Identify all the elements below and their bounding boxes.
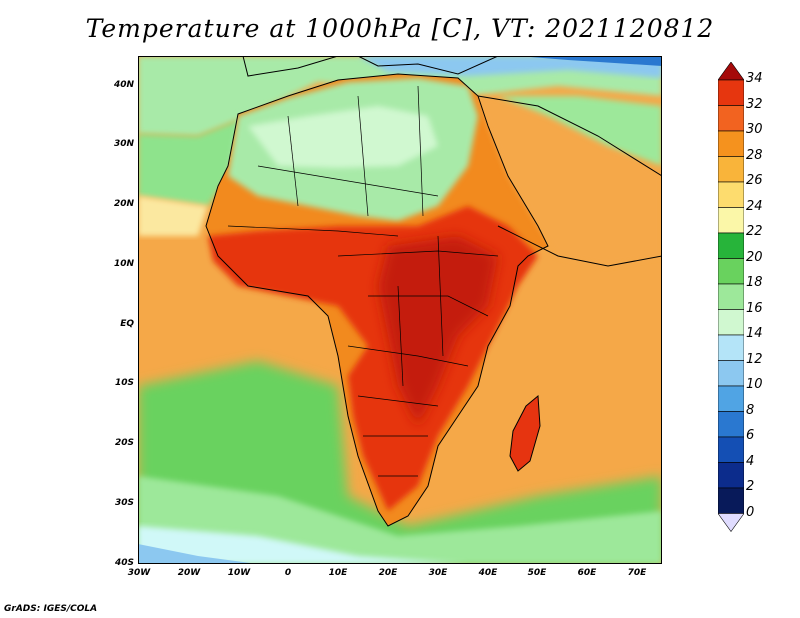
lon-label: 50E: [527, 568, 547, 578]
colorbar-label: 16: [746, 300, 763, 316]
lat-label: 20N: [113, 199, 134, 209]
colorbar-label: 26: [746, 173, 763, 188]
colorbar-segment: [718, 130, 744, 157]
colorbar-top-arrow: [718, 62, 744, 81]
lat-label: 30S: [114, 498, 134, 508]
colorbar-segment: [718, 436, 744, 463]
colorbar-segment: [718, 181, 744, 208]
colorbar-label: 10: [746, 377, 763, 392]
map-frame: [138, 56, 662, 564]
madagascar-coastline: [509, 394, 541, 472]
arabia-coastline: [477, 95, 662, 177]
arabia-south-coast: [497, 225, 662, 267]
colorbar: [718, 62, 744, 533]
colorbar-segment: [718, 360, 744, 387]
colorbar-label: 32: [746, 96, 763, 112]
sahara-coolest: [248, 106, 438, 168]
colorbar-segment: [718, 462, 744, 489]
temperature-map: [138, 56, 662, 564]
colorbar-label: 30: [746, 122, 763, 137]
lat-label: 40N: [113, 80, 134, 90]
lat-label: 20S: [114, 438, 134, 448]
colorbar-segment: [718, 334, 744, 361]
map-canvas: [138, 56, 662, 564]
colorbar-label: 12: [746, 351, 763, 367]
arabia-warm: [478, 96, 662, 266]
colorbar-segment: [718, 411, 744, 438]
lon-label: 20E: [378, 568, 398, 578]
lon-label: 40E: [478, 568, 498, 578]
far-north-cold: [518, 56, 662, 66]
colorbar-label: 28: [746, 147, 763, 163]
colorbar-label: 0: [746, 504, 755, 520]
south-ocean-coldest: [138, 544, 258, 564]
credit-text: GrADS: IGES/COLA: [4, 604, 98, 614]
lon-label: 30W: [127, 568, 151, 578]
colorbar-segment: [718, 232, 744, 259]
colorbar-bottom-arrow: [718, 513, 744, 533]
colorbar-segment: [718, 283, 744, 310]
south-ocean-cold: [138, 526, 468, 564]
colorbar-label: 20: [746, 249, 763, 265]
lon-label: 10W: [227, 568, 251, 578]
colorbar-segment: [718, 258, 744, 285]
colorbar-label: 6: [746, 428, 755, 443]
lat-label: 30N: [113, 139, 134, 149]
lon-label: 0: [284, 568, 292, 578]
mediterranean-north-coast: [357, 56, 499, 75]
colorbar-segment: [718, 385, 744, 412]
europe-coastline: [242, 56, 339, 77]
colorbar-segment: [718, 487, 744, 514]
colorbar-segment: [718, 207, 744, 234]
lat-label: 10S: [114, 378, 134, 388]
lon-label: 60E: [577, 568, 597, 578]
country-borders: [227, 85, 499, 477]
middle-east-green: [498, 96, 662, 166]
colorbar-label: 22: [746, 224, 763, 239]
north-cool-band: [138, 56, 662, 136]
colorbar-segment: [718, 79, 744, 106]
hottest-zone: [378, 236, 498, 426]
africa-coastline: [205, 73, 549, 527]
colorbar-label: 34: [746, 71, 763, 86]
colorbar-segment: [718, 105, 744, 132]
lat-label: 10N: [113, 259, 134, 269]
lon-label: 20W: [177, 568, 201, 578]
colorbar-label: 14: [746, 326, 763, 341]
colorbar-label: 2: [746, 479, 755, 494]
colorbar-label: 18: [746, 275, 763, 290]
lat-label: EQ: [120, 319, 134, 329]
colorbar-segment: [718, 309, 744, 336]
europe-cold: [358, 56, 662, 78]
colorbar-label: 4: [746, 453, 755, 469]
lon-label: 30E: [428, 568, 448, 578]
lon-label: 10E: [328, 568, 348, 578]
map-title: Temperature at 1000hPa [C], VT: 20211208…: [85, 14, 715, 43]
lon-label: 70E: [627, 568, 647, 578]
colorbar-segment: [718, 156, 744, 183]
lat-label: 40S: [114, 558, 134, 568]
colorbar-label: 8: [746, 402, 755, 418]
atlantic-north-yellow: [138, 196, 208, 236]
colorbar-label: 24: [746, 198, 763, 214]
